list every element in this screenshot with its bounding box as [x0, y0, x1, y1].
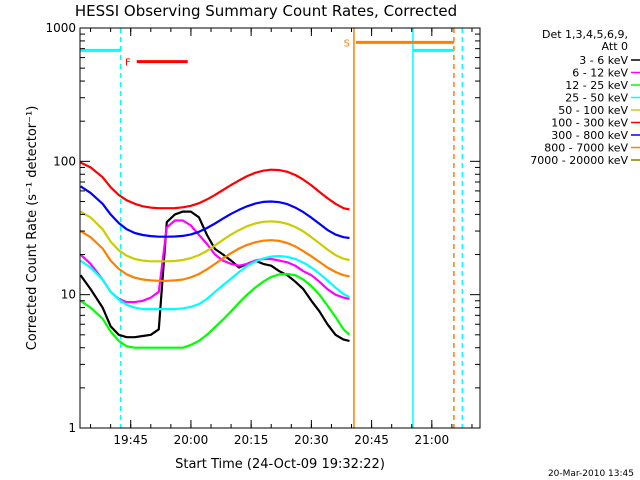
x-tick-label-5: 21:00 — [415, 433, 450, 447]
legend-header-line1: Det 1,3,4,5,6,9, — [542, 28, 628, 41]
y-tick-label-2: 100 — [53, 154, 76, 168]
x-tick-label-4: 20:45 — [354, 433, 389, 447]
series-line-4 — [80, 210, 350, 263]
series-group — [80, 161, 351, 349]
x-tick-label-0: 19:45 — [113, 433, 148, 447]
series-line-6 — [80, 185, 350, 240]
legend-entry-2: 12 - 25 keV — [565, 79, 628, 92]
vertical-markers — [119, 28, 464, 428]
legend-entry-8: 7000 - 20000 keV — [530, 154, 628, 167]
series-line-7 — [80, 230, 350, 282]
legend-entry-5: 100 - 300 keV — [551, 117, 628, 130]
flag-bars: N F S — [67, 38, 454, 69]
x-axis-label: Start Time (24-Oct-09 19:32:22) — [175, 457, 385, 472]
chart-title: HESSI Observing Summary Count Rates, Cor… — [75, 2, 457, 20]
x-tick-label-3: 20:30 — [294, 433, 329, 447]
legend-entry-7: 800 - 7000 keV — [544, 142, 628, 155]
legend-entry-3: 25 - 50 keV — [565, 92, 628, 105]
y-tick-label-3: 1000 — [45, 21, 76, 35]
y-tick-label-0: 1 — [68, 421, 76, 435]
legend-entry-4: 50 - 100 keV — [558, 104, 628, 117]
footer-timestamp: 20-Mar-2010 13:45 — [548, 469, 634, 479]
series-line-2 — [80, 272, 351, 349]
flag-label-2: S — [344, 38, 350, 49]
series-line-5 — [80, 161, 350, 211]
flag-label-0: N — [67, 46, 74, 57]
legend-header-line2: Att 0 — [602, 40, 628, 53]
plot-frame — [79, 27, 481, 429]
legend-entry-0: 3 - 6 keV — [579, 54, 628, 67]
series-line-0 — [80, 210, 350, 342]
series-line-3 — [80, 254, 350, 311]
series-line-1 — [80, 219, 350, 304]
x-tick-label-1: 20:00 — [174, 433, 209, 447]
legend-entry-1: 6 - 12 keV — [572, 67, 628, 80]
x-tick-label-2: 20:15 — [234, 433, 269, 447]
x-axis-ticks: 19:45 20:00 20:15 20:30 20:45 21:00 — [90, 28, 473, 447]
y-axis-label: Corrected Count Rate (s⁻¹ detector⁻¹) — [25, 106, 40, 351]
flag-label-1: F — [125, 58, 131, 69]
legend-entry-6: 300 - 800 keV — [551, 129, 628, 142]
y-tick-label-1: 10 — [61, 288, 76, 302]
y-axis-ticks: 1 10 100 1000 — [45, 21, 480, 435]
